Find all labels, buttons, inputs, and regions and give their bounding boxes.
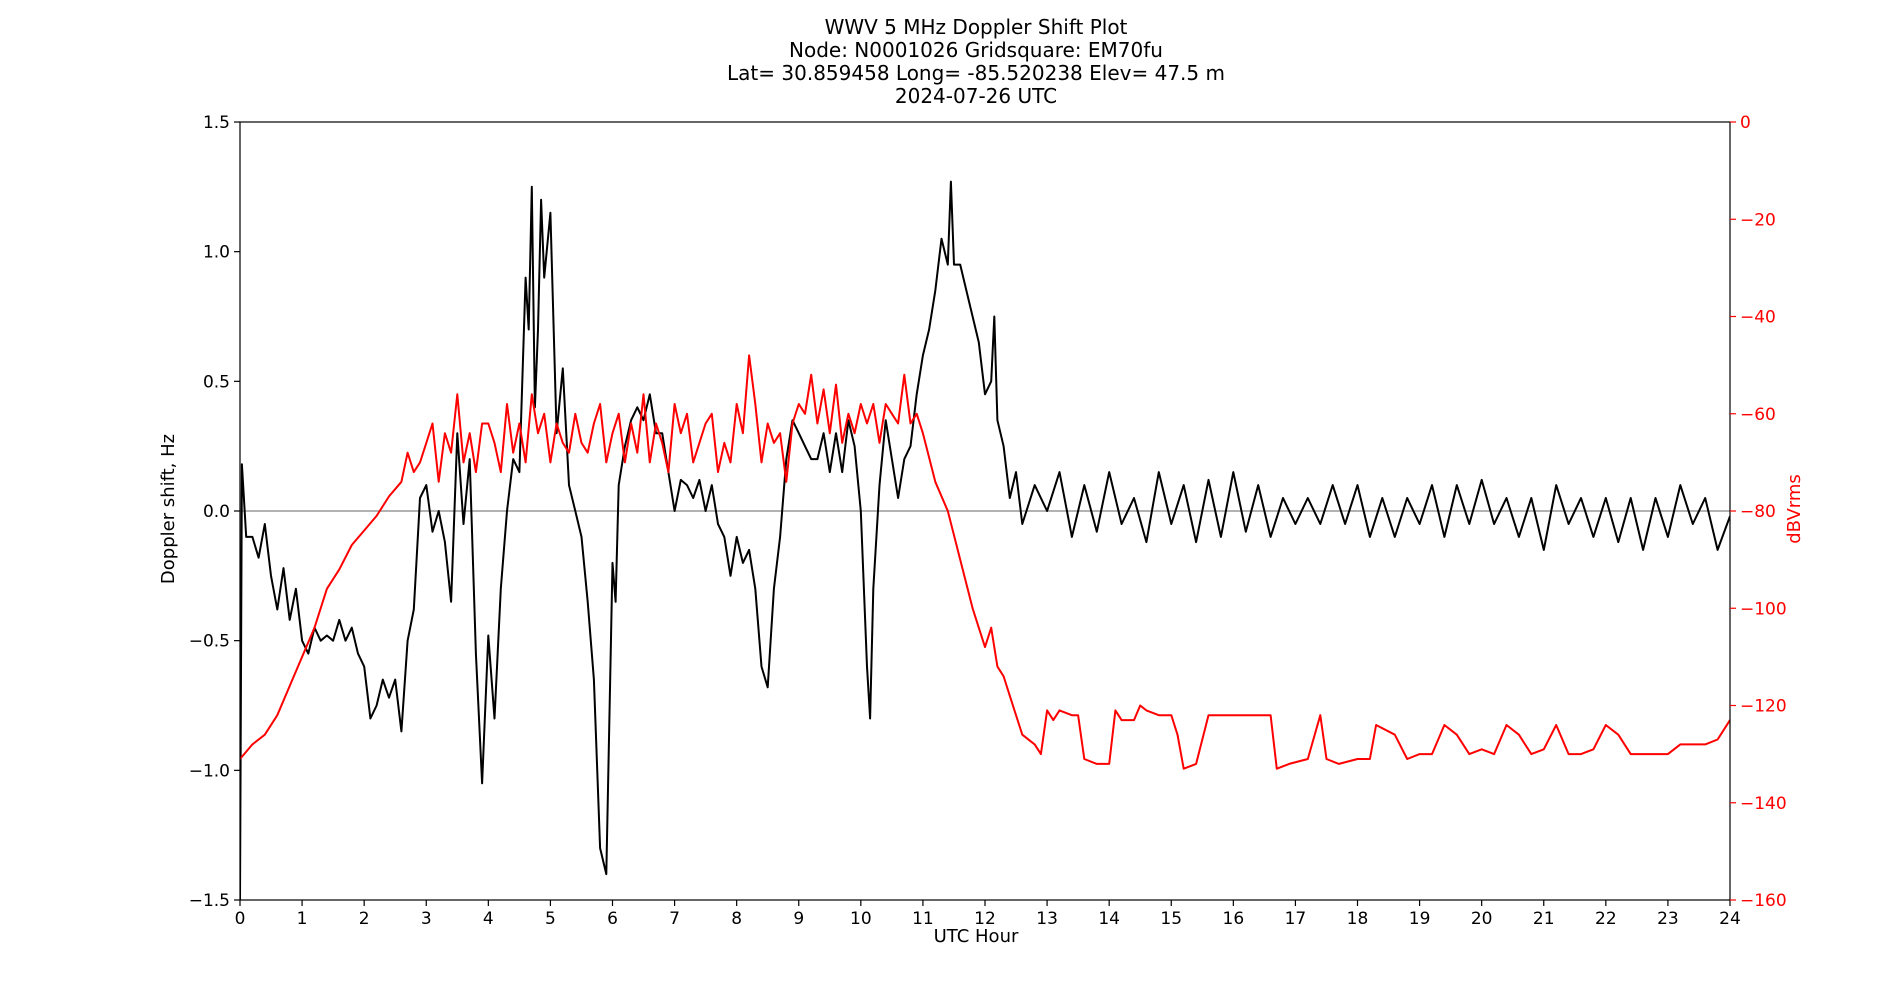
x-tick-label: 8 — [731, 909, 742, 929]
title-line-1: WWV 5 MHz Doppler Shift Plot — [825, 15, 1128, 39]
x-tick-label: 6 — [607, 909, 618, 929]
y-left-tick-label: −1.5 — [189, 891, 230, 911]
y-axis-right-label: dBVrms — [1784, 474, 1805, 544]
x-tick-label: 5 — [545, 909, 556, 929]
y-left-tick-label: 0.0 — [203, 502, 230, 522]
y-left-tick-label: −0.5 — [189, 632, 230, 652]
y-right-tick-label: −60 — [1740, 405, 1776, 425]
y-left-tick-label: 1.0 — [203, 243, 230, 263]
x-tick-label: 17 — [1285, 909, 1307, 929]
x-tick-label: 2 — [359, 909, 370, 929]
x-tick-label: 16 — [1223, 909, 1245, 929]
x-tick-label: 20 — [1471, 909, 1493, 929]
x-tick-label: 12 — [974, 909, 996, 929]
chart-title: WWV 5 MHz Doppler Shift Plot Node: N0001… — [727, 15, 1225, 108]
y-right-tick-label: −40 — [1740, 308, 1776, 328]
y-right-tick-label: −100 — [1740, 599, 1787, 619]
y-right-tick-label: 0 — [1740, 113, 1751, 133]
x-tick-label: 22 — [1595, 909, 1617, 929]
y-right-tick-label: −20 — [1740, 210, 1776, 230]
x-axis: 0 1 2 3 4 5 6 7 8 9 10 11 12 13 14 15 16 17 18 19 20 21 22 23 24 — [235, 900, 1741, 929]
x-tick-label: 15 — [1160, 909, 1182, 929]
series-layer — [240, 180, 1730, 900]
x-tick-label: 14 — [1098, 909, 1120, 929]
x-tick-label: 19 — [1409, 909, 1431, 929]
x-tick-label: 23 — [1657, 909, 1679, 929]
x-tick-label: 7 — [669, 909, 680, 929]
y-right-tick-label: −160 — [1740, 891, 1787, 911]
x-tick-label: 3 — [421, 909, 432, 929]
y-axis-right: 0 −20 −40 −60 −80 −100 −120 −140 −160 — [1730, 113, 1787, 911]
series-line-dbvrms — [240, 354, 1730, 770]
x-tick-label: 11 — [912, 909, 934, 929]
x-tick-label: 18 — [1347, 909, 1369, 929]
x-tick-label: 1 — [297, 909, 308, 929]
title-line-2: Node: N0001026 Gridsquare: EM70fu — [789, 38, 1163, 62]
title-line-4: 2024-07-26 UTC — [895, 84, 1057, 108]
x-tick-label: 13 — [1036, 909, 1058, 929]
x-axis-label: UTC Hour — [934, 926, 1019, 947]
y-axis-left: −1.5 −1.0 −0.5 0.0 0.5 1.0 1.5 — [189, 113, 240, 911]
y-left-tick-label: −1.0 — [189, 761, 230, 781]
x-tick-label: 24 — [1719, 909, 1741, 929]
x-tick-label: 4 — [483, 909, 494, 929]
x-tick-label: 9 — [793, 909, 804, 929]
y-axis-left-label: Doppler shift, Hz — [158, 434, 179, 584]
y-left-tick-label: 1.5 — [203, 113, 230, 133]
y-right-tick-label: −140 — [1740, 794, 1787, 814]
y-right-tick-label: −80 — [1740, 502, 1776, 522]
title-line-3: Lat= 30.859458 Long= -85.520238 Elev= 47… — [727, 61, 1225, 85]
x-tick-label: 21 — [1533, 909, 1555, 929]
y-left-tick-label: 0.5 — [203, 372, 230, 392]
series-line-doppler-shift — [240, 180, 1730, 900]
y-right-tick-label: −120 — [1740, 697, 1787, 717]
x-tick-label: 0 — [235, 909, 246, 929]
x-tick-label: 10 — [850, 909, 872, 929]
